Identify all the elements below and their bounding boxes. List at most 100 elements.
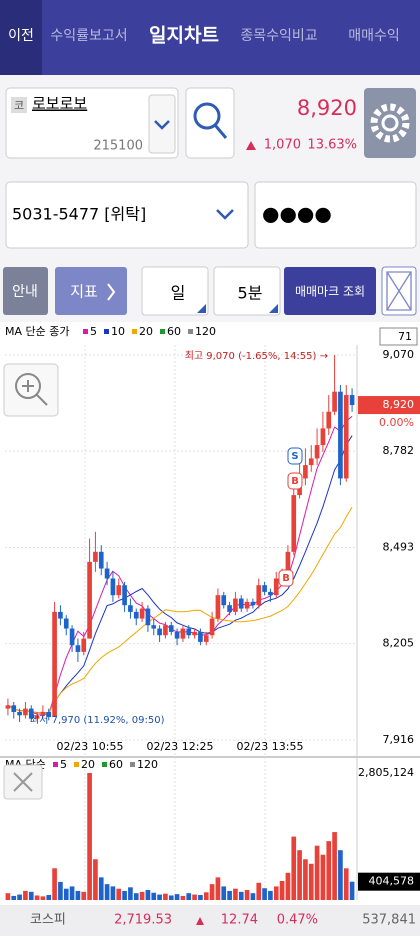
candle-body: [87, 561, 92, 639]
volume-bar: [285, 872, 291, 900]
legend-title: MA 단순 종가: [5, 325, 70, 338]
candle-body: [116, 585, 122, 596]
volume-bar: [291, 836, 297, 900]
button-label: 매매마크 조회: [295, 285, 365, 299]
candle-body: [23, 708, 28, 716]
volume-bar: [221, 886, 227, 900]
up-arrow: [196, 917, 204, 925]
trade-mark-button[interactable]: [284, 267, 376, 315]
candle-body: [69, 628, 75, 646]
y-tick-label: 2,805,124: [358, 766, 414, 779]
tab[interactable]: 이전: [8, 28, 34, 44]
volume-bar: [198, 895, 203, 900]
zoom-button[interactable]: [3, 363, 59, 417]
stock-box[interactable]: [5, 87, 179, 159]
candle-body: [244, 601, 250, 609]
gear: [370, 103, 410, 143]
x-tick-label: 02/23 12:25: [147, 740, 214, 753]
volume-bar: [238, 891, 244, 900]
dropdown[interactable]: [148, 94, 176, 154]
period-button[interactable]: [141, 266, 209, 316]
settings-button[interactable]: [364, 88, 416, 158]
candle-body: [75, 645, 81, 652]
interval-button[interactable]: [213, 266, 281, 316]
guide-button[interactable]: [3, 267, 48, 315]
volume-bar: [122, 890, 127, 900]
volume-bar: [116, 888, 122, 900]
chevron: [216, 209, 234, 220]
button-label: 지표: [70, 283, 98, 301]
current-volume-box: [358, 872, 420, 891]
candle-body: [192, 631, 197, 636]
chart-layer: MA 단순 종가5102060120MA 단순520601209,0708,78…: [0, 325, 420, 900]
tab[interactable]: 수익률보고서: [50, 28, 127, 44]
y-tick-label: 8,782: [383, 444, 415, 457]
stock-code: 215100: [93, 139, 143, 154]
candle-body: [133, 611, 139, 619]
current-volume: 404,578: [369, 875, 415, 888]
volume-bar: [314, 845, 320, 900]
current-rate: 0.00%: [379, 416, 414, 429]
candle-body: [349, 395, 355, 406]
low-note: 최저 7,970 (11.92%, 09:50): [30, 714, 165, 726]
candle-body: [209, 618, 215, 636]
legend-swatch: [74, 762, 79, 767]
volume-bar: [349, 881, 355, 900]
volume-bar: [145, 890, 151, 900]
candle-body: [163, 625, 168, 636]
volume-bar: [343, 868, 349, 900]
candle-body: [157, 628, 162, 636]
y-tick-label: 9,070: [383, 348, 415, 361]
legend-label: 60: [167, 325, 181, 338]
indicator-button[interactable]: [55, 267, 127, 315]
volume-bar: [268, 890, 273, 900]
volume-bar: [279, 880, 285, 900]
volume-bar: [303, 859, 308, 900]
candle-body: [93, 551, 98, 562]
volume-bar: [75, 890, 81, 900]
volume-bar: [28, 891, 34, 900]
candle-body: [273, 578, 279, 596]
account-number: 5031-5477 [위탁]: [12, 205, 146, 224]
candle-body: [221, 595, 227, 606]
button-label: 5분: [238, 284, 263, 303]
tab[interactable]: 매매수익: [348, 28, 400, 44]
rate: 13.63%: [307, 138, 357, 153]
legend-label: 20: [139, 325, 153, 338]
candle-body: [174, 631, 180, 639]
candle-body: [198, 631, 203, 642]
volume-bar: [46, 895, 52, 900]
tab[interactable]: 종목수익비교: [240, 28, 317, 44]
volume-bar: [17, 894, 22, 900]
chevron: [107, 283, 116, 301]
account-select[interactable]: [5, 181, 249, 249]
candle-body: [168, 625, 174, 632]
password-field[interactable]: [254, 181, 417, 249]
legend-swatch: [188, 329, 193, 334]
volume-bar: [157, 894, 162, 900]
volume-bar: [186, 893, 192, 900]
legend-label: 60: [109, 758, 123, 771]
volume-bar: [110, 886, 116, 900]
candle-body: [256, 585, 262, 606]
volume-bar: [52, 868, 57, 900]
candle-body: [180, 628, 186, 639]
trade-mark: B: [282, 573, 290, 584]
volume-bar: [227, 890, 232, 900]
price: 8,920: [297, 96, 357, 120]
search-icon: [193, 102, 221, 130]
ma-line: [7, 506, 353, 714]
current-price-box: [358, 396, 420, 415]
index-volume: 537,841: [362, 913, 416, 928]
index-rate: 0.47%: [277, 913, 318, 928]
volume-bar: [5, 893, 11, 900]
candle-body: [320, 428, 326, 446]
search-button[interactable]: [185, 87, 235, 159]
volume-bar: [233, 888, 238, 900]
chevron: [154, 120, 170, 130]
candle-body: [314, 445, 320, 459]
zoom-icon: [15, 373, 41, 399]
ma-line: [7, 416, 353, 715]
password: ●●●●: [262, 202, 332, 226]
tab-active[interactable]: 일지차트: [149, 25, 219, 47]
